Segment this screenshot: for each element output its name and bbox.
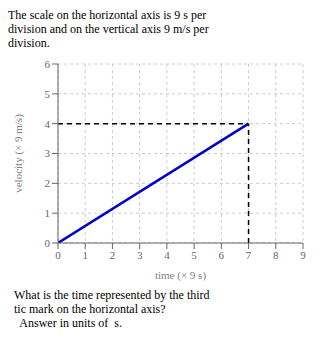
svg-text:2: 2 [110,249,116,261]
svg-text:5: 5 [45,88,51,100]
svg-text:4: 4 [45,118,51,130]
svg-text:time (× 9 s): time (× 9 s) [155,269,206,282]
svg-text:6: 6 [45,58,51,70]
svg-text:1: 1 [82,249,88,261]
svg-text:3: 3 [137,249,143,261]
svg-text:0: 0 [55,249,61,261]
svg-text:4: 4 [164,249,170,261]
svg-text:2: 2 [45,177,51,189]
svg-text:velocity (× 9 m/s): velocity (× 9 m/s) [12,114,25,193]
html-text:What is the time represented b: What is the time represented by the thir… [14,288,210,302]
svg-text:0: 0 [45,237,51,249]
svg-text:7: 7 [246,249,252,261]
svg-text:6: 6 [219,249,225,261]
html-text:Answer in units of s.: Answer in units of s. [14,316,122,330]
svg-text:9: 9 [300,249,306,261]
svg-text:5: 5 [191,249,197,261]
html-text:The scale on the horizontal ax: The scale on the horizontal axis is 9 s … [8,8,209,50]
html-text:tic mark on the horizontal axi: tic mark on the horizontal axis? [14,302,166,316]
svg-text:8: 8 [273,249,279,261]
svg-text:3: 3 [45,147,51,159]
svg-text:1: 1 [45,207,51,219]
